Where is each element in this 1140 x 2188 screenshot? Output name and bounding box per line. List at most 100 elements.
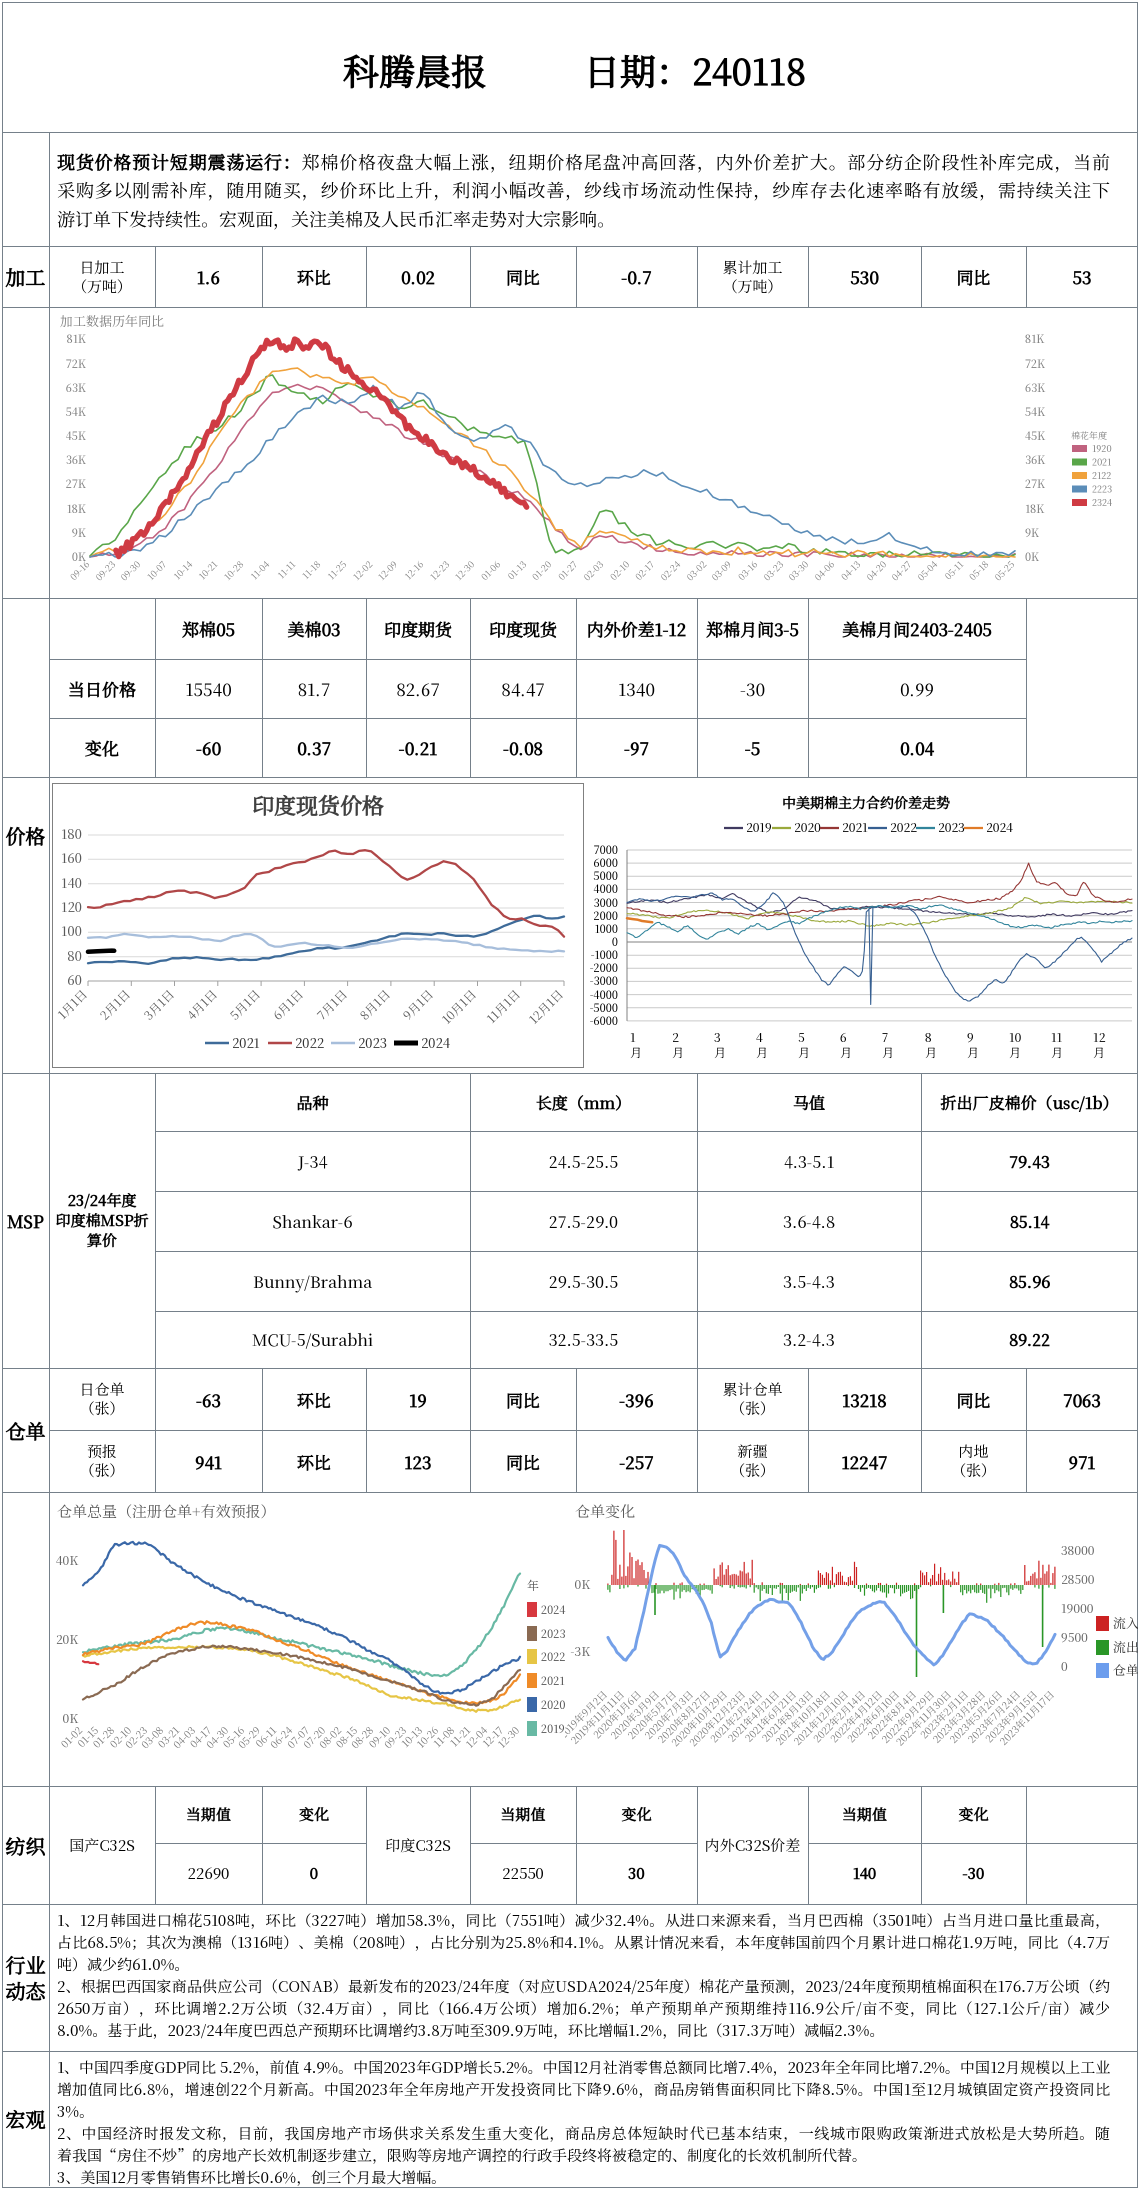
- svg-text:月: 月: [840, 1044, 852, 1061]
- svg-text:05-11: 05-11: [942, 557, 967, 582]
- svg-text:4000: 4000: [594, 881, 619, 897]
- svg-text:12月1日: 12月1日: [525, 986, 567, 1028]
- svg-text:-3K: -3K: [570, 1643, 590, 1660]
- svg-text:2024: 2024: [421, 1033, 451, 1052]
- svg-text:19000: 19000: [1061, 1600, 1093, 1617]
- svg-text:1920: 1920: [1092, 442, 1111, 455]
- svg-text:流出: 流出: [1113, 1637, 1138, 1656]
- svg-text:18K: 18K: [67, 501, 87, 517]
- svg-text:02-17: 02-17: [632, 558, 657, 583]
- svg-text:11: 11: [1051, 1029, 1063, 1046]
- svg-text:0K: 0K: [1025, 549, 1040, 565]
- svg-text:2020: 2020: [794, 819, 821, 836]
- svg-text:5月1日: 5月1日: [226, 986, 264, 1024]
- svg-text:10-21: 10-21: [196, 557, 221, 582]
- svg-text:2019: 2019: [746, 819, 772, 836]
- svg-text:7000: 7000: [594, 842, 618, 858]
- svg-text:2122: 2122: [1092, 469, 1111, 482]
- svg-text:9: 9: [967, 1029, 974, 1046]
- svg-text:9月1日: 9月1日: [399, 986, 437, 1024]
- svg-text:180: 180: [61, 824, 82, 843]
- svg-text:3: 3: [714, 1029, 721, 1046]
- svg-text:2023: 2023: [358, 1033, 387, 1052]
- svg-text:2324: 2324: [1092, 496, 1113, 509]
- svg-text:28500: 28500: [1061, 1571, 1094, 1588]
- svg-text:2020: 2020: [541, 1697, 566, 1713]
- svg-text:100: 100: [61, 921, 82, 940]
- svg-text:月: 月: [1009, 1044, 1021, 1061]
- svg-text:63K: 63K: [1025, 380, 1046, 396]
- svg-text:12-02: 12-02: [350, 558, 375, 583]
- svg-text:月: 月: [672, 1044, 684, 1061]
- svg-text:4: 4: [756, 1029, 763, 1046]
- svg-text:01-13: 01-13: [505, 558, 529, 582]
- svg-text:2000: 2000: [593, 908, 618, 924]
- svg-text:12: 12: [1093, 1029, 1106, 1046]
- svg-text:02-24: 02-24: [658, 557, 684, 583]
- svg-text:02-03: 02-03: [581, 558, 607, 584]
- svg-text:01-20: 01-20: [529, 558, 554, 583]
- svg-text:03-16: 03-16: [735, 558, 760, 583]
- svg-text:09-16: 09-16: [67, 558, 92, 583]
- svg-text:05-04: 05-04: [915, 557, 941, 583]
- svg-text:仓单总量（注册仓单+有效预报）: 仓单总量（注册仓单+有效预报）: [57, 1501, 276, 1522]
- svg-text:1000: 1000: [594, 921, 618, 937]
- svg-text:72K: 72K: [66, 356, 87, 372]
- svg-text:0K: 0K: [72, 549, 87, 565]
- svg-text:03-23: 03-23: [761, 558, 787, 584]
- svg-text:36K: 36K: [1025, 452, 1046, 468]
- svg-text:流入: 流入: [1113, 1613, 1138, 1632]
- svg-text:01-06: 01-06: [478, 558, 503, 583]
- svg-text:09-23: 09-23: [92, 558, 118, 584]
- svg-text:54K: 54K: [66, 404, 87, 420]
- svg-text:12-09: 12-09: [375, 558, 400, 583]
- svg-text:-5000: -5000: [590, 1000, 618, 1016]
- svg-text:3000: 3000: [593, 895, 618, 911]
- svg-text:8: 8: [925, 1029, 932, 1046]
- svg-text:140: 140: [61, 873, 82, 892]
- svg-text:8月1日: 8月1日: [356, 986, 394, 1024]
- svg-text:0: 0: [1061, 1658, 1068, 1675]
- svg-text:2月1日: 2月1日: [96, 986, 134, 1024]
- svg-text:04-13: 04-13: [838, 558, 863, 583]
- svg-text:27K: 27K: [1025, 476, 1046, 492]
- svg-text:3月1日: 3月1日: [140, 986, 178, 1024]
- svg-text:2024: 2024: [541, 1602, 566, 1618]
- svg-text:月: 月: [714, 1044, 726, 1061]
- svg-text:03-09: 03-09: [709, 558, 735, 584]
- svg-text:72K: 72K: [1025, 356, 1046, 372]
- svg-text:月: 月: [756, 1044, 768, 1061]
- svg-text:5: 5: [798, 1029, 805, 1046]
- svg-text:月: 月: [967, 1044, 979, 1061]
- svg-text:2: 2: [672, 1029, 679, 1046]
- svg-text:0: 0: [612, 934, 618, 950]
- svg-text:2021: 2021: [541, 1673, 565, 1689]
- svg-text:0K: 0K: [63, 1710, 79, 1727]
- svg-text:月: 月: [925, 1044, 937, 1061]
- svg-text:月: 月: [1051, 1044, 1063, 1061]
- svg-text:10-28: 10-28: [221, 558, 246, 583]
- svg-text:2023: 2023: [938, 819, 965, 836]
- svg-text:7月1日: 7月1日: [313, 986, 351, 1024]
- svg-text:-6000: -6000: [590, 1013, 618, 1029]
- svg-text:81K: 81K: [1025, 331, 1045, 347]
- svg-text:月: 月: [882, 1044, 894, 1061]
- svg-text:05-25: 05-25: [992, 558, 1018, 584]
- svg-text:1月1日: 1月1日: [54, 986, 91, 1023]
- svg-text:36K: 36K: [66, 452, 87, 468]
- svg-text:年: 年: [527, 1577, 539, 1594]
- svg-text:38000: 38000: [1061, 1542, 1094, 1559]
- svg-text:中美期棉主力合约价差走势: 中美期棉主力合约价差走势: [782, 793, 950, 813]
- svg-text:03-30: 03-30: [786, 558, 812, 584]
- svg-text:09-30: 09-30: [118, 558, 144, 584]
- svg-text:5000: 5000: [593, 868, 618, 884]
- svg-text:03-02: 03-02: [684, 558, 710, 584]
- svg-text:1: 1: [630, 1029, 636, 1046]
- svg-text:2023: 2023: [541, 1626, 566, 1642]
- svg-text:2022: 2022: [541, 1649, 566, 1665]
- svg-text:04-27: 04-27: [889, 558, 915, 584]
- svg-text:月: 月: [798, 1044, 810, 1061]
- svg-text:60: 60: [68, 970, 83, 989]
- svg-text:2022: 2022: [295, 1033, 325, 1052]
- svg-text:10-07: 10-07: [144, 558, 169, 583]
